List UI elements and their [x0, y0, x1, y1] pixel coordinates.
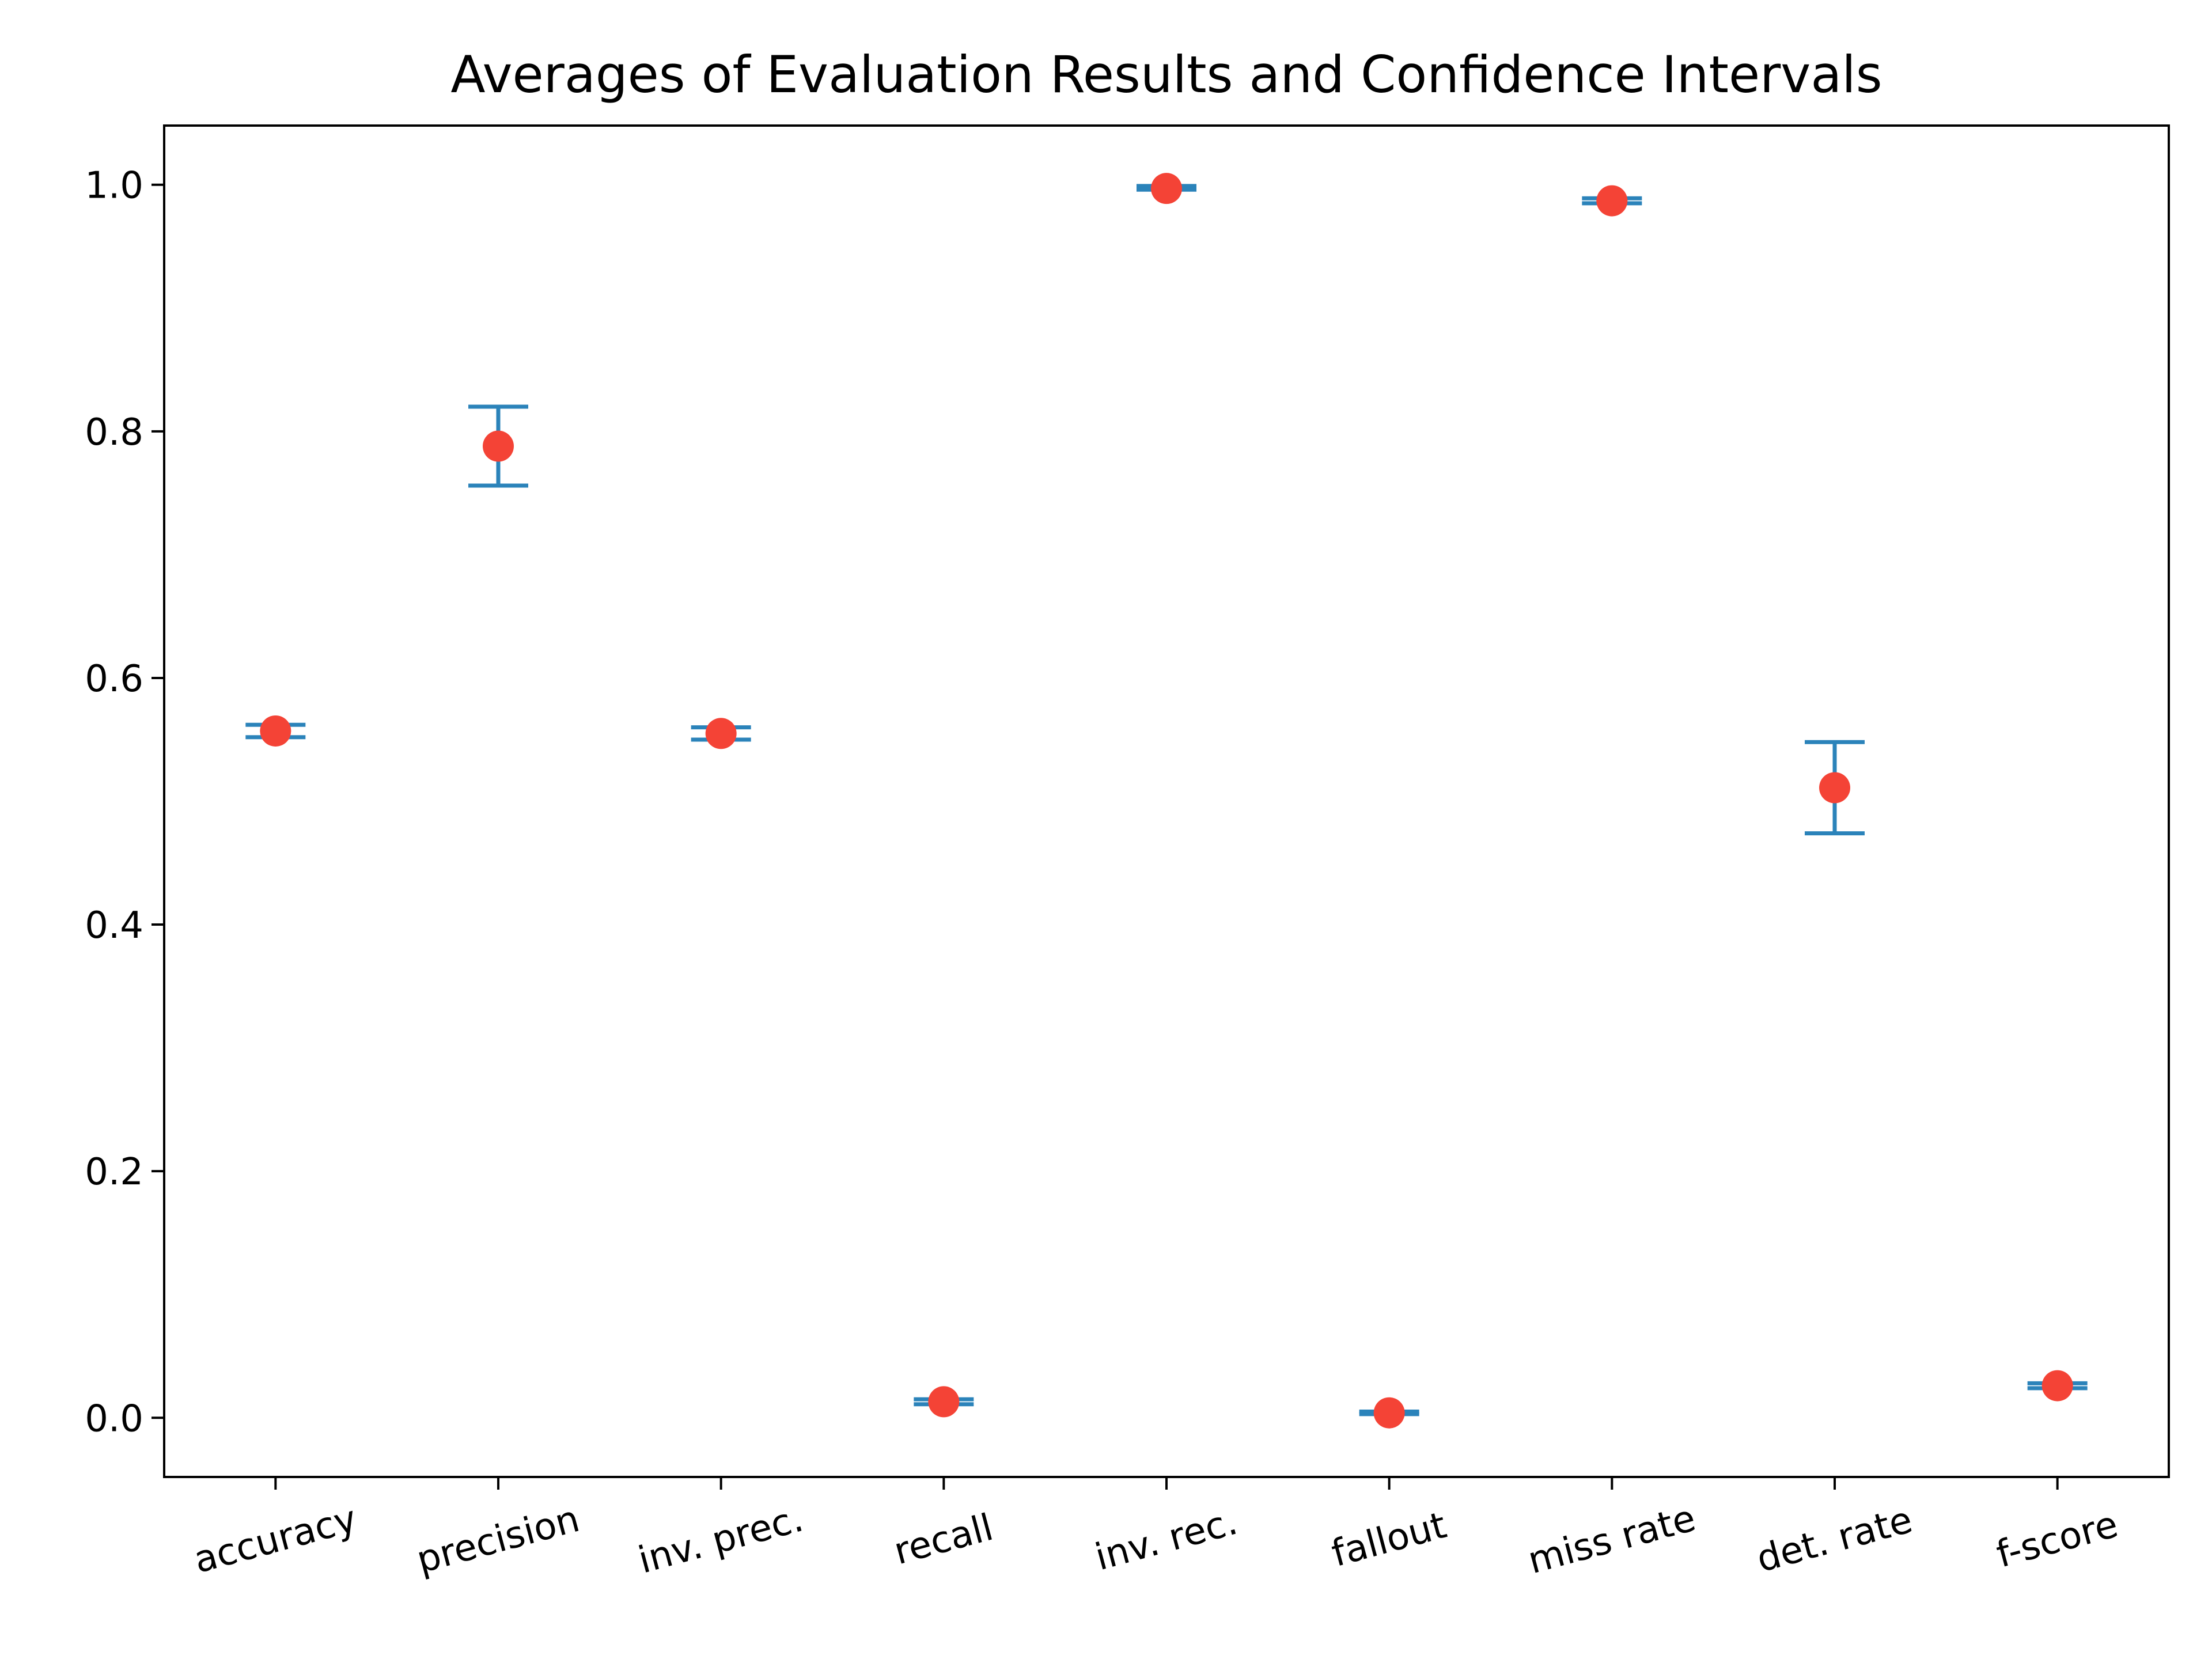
y-tick-label: 0.0	[85, 1397, 143, 1440]
y-tick-label: 1.0	[85, 165, 143, 207]
mean-point	[1819, 772, 1850, 804]
mean-point	[2041, 1370, 2073, 1402]
plot-frame	[163, 124, 2170, 1478]
mean-point	[1151, 173, 1182, 204]
y-tick-label: 0.4	[85, 904, 143, 947]
mean-point	[1373, 1397, 1405, 1429]
y-tick-label: 0.2	[85, 1151, 143, 1194]
mean-point	[705, 718, 737, 749]
chart-title: Averages of Evaluation Results and Confi…	[450, 45, 1882, 104]
y-axis: 0.0 0.2 0.4 0.6 0.8 1.0	[85, 165, 164, 1440]
mean-point	[1596, 185, 1628, 217]
y-tick-label: 0.6	[85, 658, 143, 700]
mean-point	[483, 430, 514, 462]
data-points	[260, 173, 2073, 1429]
mean-point	[928, 1386, 960, 1418]
mean-point	[260, 715, 291, 747]
y-tick-label: 0.8	[85, 411, 143, 454]
